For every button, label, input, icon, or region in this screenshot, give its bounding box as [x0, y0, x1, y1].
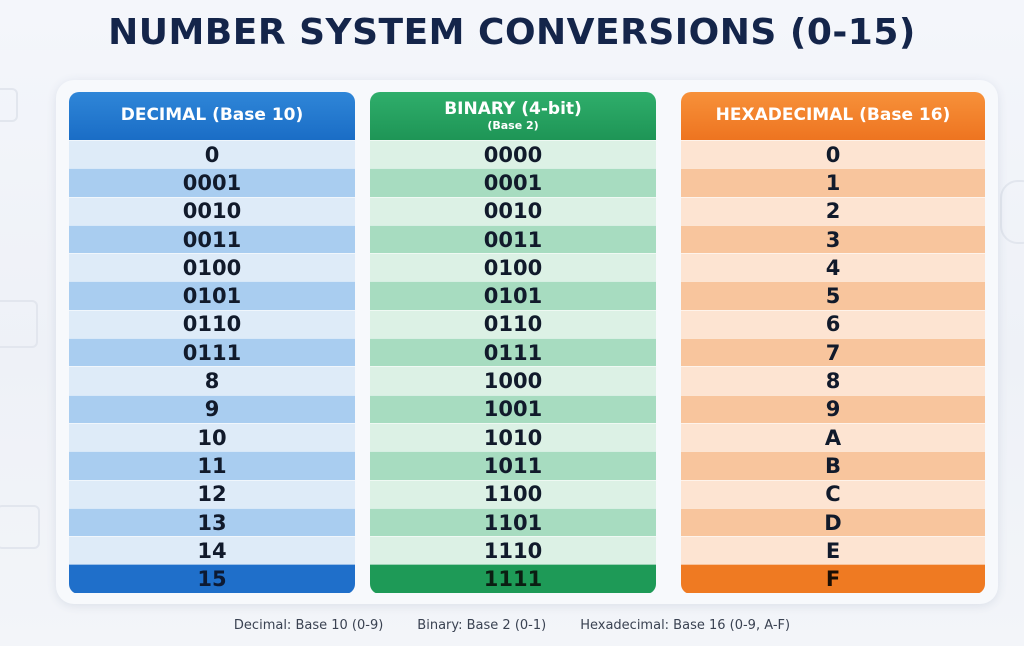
hexadecimal-cell: C	[681, 479, 985, 508]
decimal-cell: 0010	[69, 196, 355, 225]
decimal-cell: 0100	[69, 253, 355, 282]
decimal-cell: 8	[69, 366, 355, 395]
binary-cell: 0011	[370, 224, 656, 254]
hexadecimal-cell: B	[681, 451, 985, 480]
binary-cell: 0001	[370, 168, 656, 197]
hexadecimal-cell: 0	[681, 140, 985, 169]
hexadecimal-cell: 5	[681, 281, 985, 310]
binary-cell: 0100	[370, 253, 656, 282]
hexadecimal-cell: F	[681, 564, 985, 593]
decimal-cell: 14	[69, 536, 355, 565]
hexadecimal-cell: 3	[681, 224, 985, 254]
hexadecimal-cell: 4	[681, 253, 985, 282]
decimal-header-label: DECIMAL (Base 10)	[120, 105, 304, 126]
hexadecimal-column-header: HEXADECIMAL (Base 16)	[681, 92, 985, 140]
decimal-cell: 0101	[69, 281, 355, 310]
binary-cell: 1111	[370, 564, 656, 593]
background-decoration	[0, 505, 40, 549]
decimal-cell: 0110	[69, 309, 355, 339]
hexadecimal-cell: 7	[681, 338, 985, 367]
binary-column-header: BINARY (4-bit) (Base 2)	[370, 92, 656, 140]
legend-footer: Decimal: Base 10 (0-9) Binary: Base 2 (0…	[0, 618, 1024, 633]
decimal-column: DECIMAL (Base 10) 0 0001 0010 0011 0100 0101 0…	[69, 92, 355, 594]
binary-cell: 1010	[370, 422, 656, 452]
binary-cell: 0110	[370, 309, 656, 339]
background-decoration	[1000, 180, 1024, 244]
decimal-cell: 0011	[69, 224, 355, 254]
page-title: NUMBER SYSTEM CONVERSIONS (0-15)	[108, 12, 916, 53]
decimal-column-header: DECIMAL (Base 10)	[69, 92, 355, 140]
hexadecimal-cell: A	[681, 422, 985, 452]
binary-column: BINARY (4-bit) (Base 2) 0000 0001 0010 0011…	[370, 92, 656, 594]
background-decoration	[0, 300, 38, 348]
binary-cell: 0101	[370, 281, 656, 310]
decimal-cell: 0111	[69, 338, 355, 367]
hexadecimal-cell: 1	[681, 168, 985, 197]
binary-header-label: BINARY (4-bit)	[444, 98, 582, 119]
decimal-cell: 0001	[69, 168, 355, 197]
binary-cell: 0010	[370, 196, 656, 225]
binary-note: Binary: Base 2 (0-1)	[417, 618, 547, 633]
decimal-cell: 13	[69, 507, 355, 537]
hexadecimal-cell: 8	[681, 366, 985, 395]
decimal-rows: 0 0001 0010 0011 0100 0101 0110 0111 8 9 10 11 12 13 1…	[69, 140, 355, 593]
hexadecimal-cell: 9	[681, 394, 985, 423]
hexadecimal-header-label: HEXADECIMAL (Base 16)	[715, 105, 951, 126]
binary-cell: 1000	[370, 366, 656, 395]
binary-cell: 1011	[370, 451, 656, 480]
decimal-cell: 12	[69, 479, 355, 508]
decimal-cell: 10	[69, 422, 355, 452]
binary-rows: 0000 0001 0010 0011 0100 0101 0110 0111 1000 1001…	[370, 140, 656, 593]
hexadecimal-cell: 6	[681, 309, 985, 339]
binary-cell: 1101	[370, 507, 656, 537]
decimal-cell: 11	[69, 451, 355, 480]
hexadecimal-cell: 2	[681, 196, 985, 225]
decimal-cell: 15	[69, 564, 355, 593]
binary-cell: 0000	[370, 140, 656, 169]
binary-cell: 1110	[370, 536, 656, 565]
binary-cell: 0111	[370, 338, 656, 367]
hexadecimal-cell: D	[681, 507, 985, 537]
decimal-cell: 0	[69, 140, 355, 169]
decimal-note: Decimal: Base 10 (0-9)	[233, 618, 384, 633]
decimal-cell: 9	[69, 394, 355, 423]
hex-note: Hexadecimal: Base 16 (0-9, A-F)	[580, 618, 791, 633]
binary-cell: 1100	[370, 479, 656, 508]
background-decoration	[0, 88, 18, 122]
binary-header-sublabel: (Base 2)	[487, 118, 539, 132]
binary-cell: 1001	[370, 394, 656, 423]
hexadecimal-cell: E	[681, 536, 985, 565]
